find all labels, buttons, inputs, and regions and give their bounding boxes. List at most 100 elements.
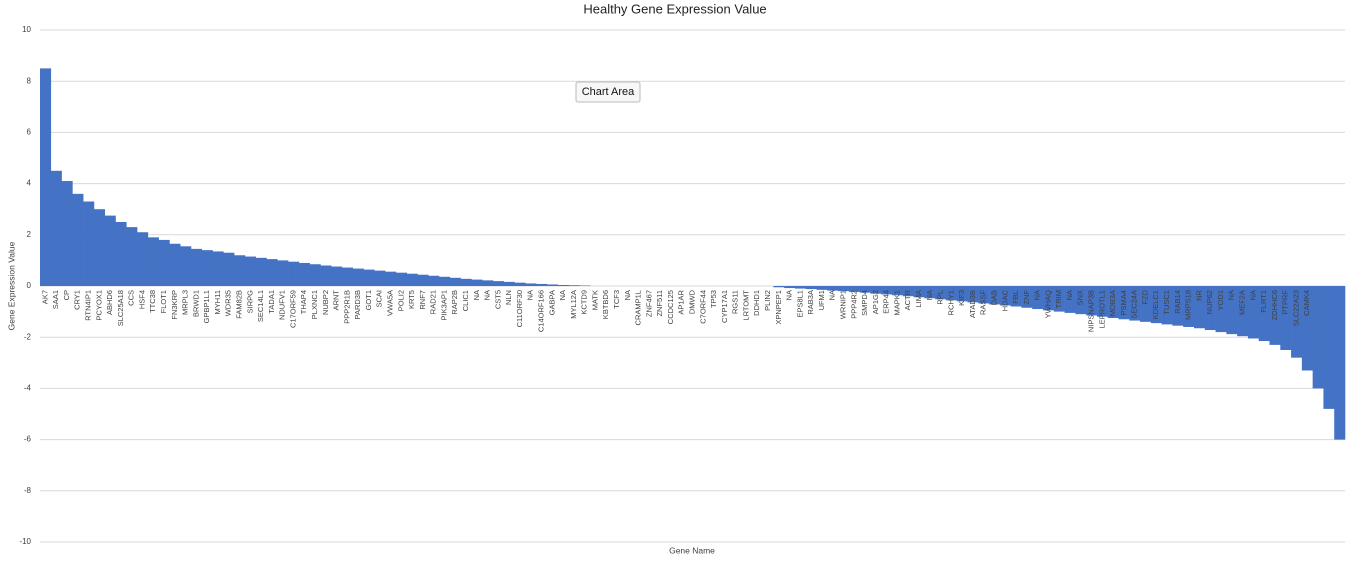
x-tick-label: KDELC1	[1151, 290, 1160, 319]
x-tick-label: AP1G2	[871, 290, 880, 314]
x-tick-label: FBL	[1011, 290, 1020, 304]
bar	[428, 275, 440, 286]
x-tick-label: CP	[62, 290, 71, 300]
y-tick-label: -10	[19, 537, 31, 546]
bar	[514, 282, 526, 286]
x-tick-label: NA	[623, 290, 632, 300]
x-tick-label: TP53	[709, 290, 718, 308]
bar	[1021, 286, 1033, 308]
bar	[180, 246, 192, 286]
bar	[1226, 286, 1238, 335]
x-tick-label: RTN4IP1	[84, 290, 93, 321]
x-tick-label: MEF2A	[1238, 290, 1247, 315]
bar	[536, 283, 548, 286]
x-tick-label: PCYOX1	[94, 290, 103, 320]
bar	[956, 286, 968, 302]
x-tick-label: NA	[1227, 290, 1236, 300]
x-tick-label: ATAD3B	[968, 290, 977, 318]
x-tick-label: PPP2R1B	[342, 290, 351, 324]
y-tick-label: 10	[22, 25, 31, 34]
bar	[557, 284, 569, 286]
x-tick-label: KCTD9	[580, 290, 589, 315]
x-tick-label: CRY1	[73, 290, 82, 310]
bar	[482, 280, 494, 286]
x-tick-label: NA	[526, 290, 535, 300]
y-axis-title: Gene Expression Value	[6, 241, 16, 330]
x-tick-label: KBTBD6	[601, 290, 610, 319]
bar	[1237, 286, 1249, 337]
y-tick-label: -6	[24, 435, 32, 444]
tooltip-text: Chart Area	[582, 86, 635, 98]
bar	[848, 286, 860, 292]
bar	[115, 222, 127, 286]
bar	[1150, 286, 1162, 324]
bar	[492, 281, 505, 286]
x-tick-label: NIPSNAP3B	[1087, 290, 1096, 332]
bar	[1215, 286, 1227, 333]
x-tick-label: PPP4R2	[849, 290, 858, 319]
x-tick-label: FLRT1	[1259, 290, 1268, 313]
bar	[999, 286, 1011, 306]
bar	[298, 262, 310, 286]
bar	[126, 227, 138, 286]
x-tick-label: TCF3	[612, 290, 621, 309]
x-tick-label: RNF7	[418, 290, 427, 310]
bar	[72, 193, 84, 286]
x-tick-label: NA	[483, 290, 492, 300]
x-tick-label: ARNT	[332, 290, 341, 311]
y-tick-label: 0	[27, 281, 32, 290]
x-tick-label: C14ORF166	[536, 290, 545, 332]
x-tick-label: FLOT1	[159, 290, 168, 313]
x-tick-label: NA	[785, 290, 794, 300]
chart-title: Healthy Gene Expression Value	[583, 1, 766, 16]
bar	[40, 68, 52, 287]
bar	[1075, 286, 1087, 315]
bar	[449, 277, 461, 286]
bar	[1140, 286, 1152, 322]
x-tick-label: NA	[1065, 290, 1074, 300]
bar	[794, 286, 807, 289]
x-tick-label: SLC25A18	[116, 290, 125, 326]
bar	[255, 257, 267, 286]
bar	[838, 286, 850, 292]
x-tick-label: TTC38	[148, 290, 157, 313]
bar	[1118, 286, 1130, 320]
bar	[827, 286, 839, 291]
x-tick-label: THAP4	[299, 290, 308, 314]
bar	[460, 278, 472, 286]
bar	[1247, 286, 1260, 339]
x-tick-label: SCAI	[375, 290, 384, 308]
bar	[859, 286, 871, 293]
x-tick-label: HSF4	[137, 290, 146, 309]
bar	[1010, 286, 1022, 307]
bar	[525, 283, 537, 286]
x-tick-label: SMPD4	[860, 290, 869, 316]
category-labels: AK7 SAA1 CP CRY1 RTN4IP1 PCYOX1 ABHD6 SLC25A18 C…	[40, 289, 1311, 332]
x-tick-label: PLIN2	[763, 290, 772, 311]
x-tick-label: HDAC	[1000, 289, 1009, 311]
x-tick-label: TRIM	[1054, 290, 1063, 308]
bar	[50, 170, 62, 286]
bar	[234, 255, 246, 286]
x-tick-label: CCDC125	[666, 290, 675, 324]
x-tick-label: GOT1	[364, 290, 373, 310]
x-tick-label: ZNF511	[655, 290, 664, 317]
bar	[1258, 286, 1270, 342]
x-tick-label: UFM1	[817, 290, 826, 310]
bar	[1334, 286, 1346, 440]
grid: -10 -8 -6 -4 -2 0 2 4 6 8 10	[19, 25, 1345, 546]
bar	[169, 243, 181, 286]
y-tick-label: 4	[27, 179, 32, 188]
bar	[1107, 286, 1119, 318]
x-tick-label: RAD21	[429, 290, 438, 314]
x-tick-label: YOD1	[1216, 290, 1225, 310]
x-tick-label: C7ORF44	[698, 290, 707, 324]
bar	[935, 286, 947, 300]
x-tick-label: DAB	[989, 290, 998, 305]
x-tick-label: CST5	[493, 290, 502, 309]
x-tick-label: MRPS18	[1184, 290, 1193, 320]
x-tick-label: LIMA	[914, 290, 923, 308]
x-tick-label: CYP17A1	[720, 290, 729, 323]
bar	[1086, 286, 1098, 316]
bar	[244, 256, 257, 286]
